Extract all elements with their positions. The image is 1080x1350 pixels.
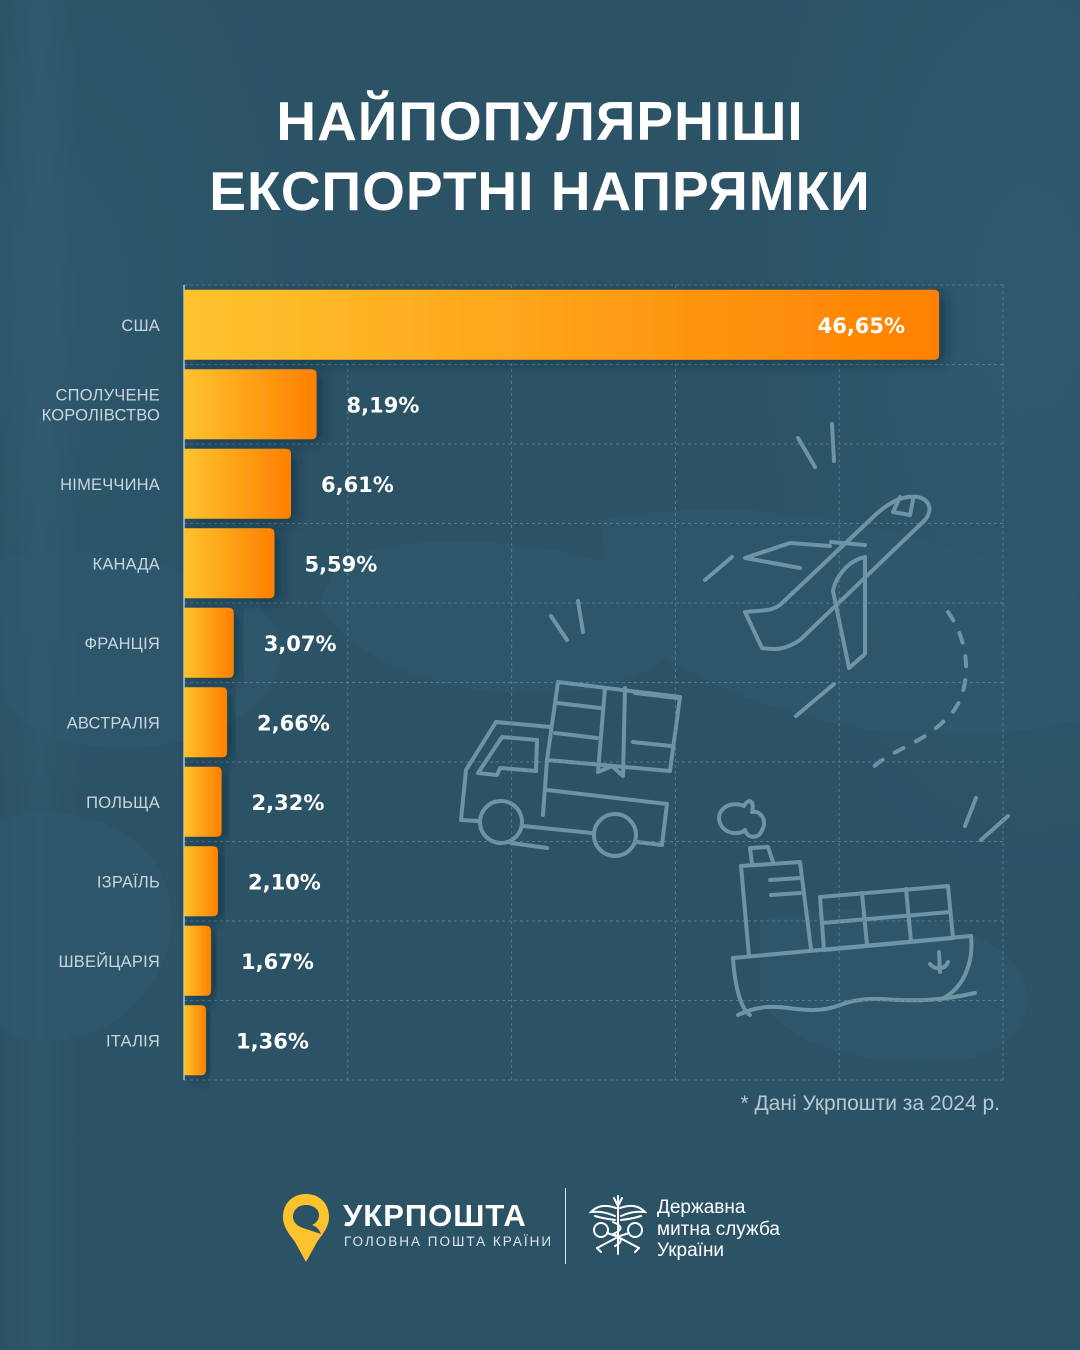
ukrposhta-brand-name: УКРПОШТА — [343, 1198, 527, 1233]
value-label: 3,07% — [264, 632, 337, 656]
chart-bars — [184, 289, 940, 1076]
value-label: 1,36% — [236, 1029, 309, 1053]
category-label: ІТАЛІЯ — [106, 1032, 160, 1050]
customs-name-line-2: митна служба — [657, 1218, 780, 1240]
title-line-2: ЕКСПОРТНІ НАПРЯМКИ — [209, 160, 871, 222]
page-title: НАЙПОПУЛЯРНІШІ ЕКСПОРТНІ НАПРЯМКИ — [0, 86, 1080, 226]
bar-chart: США СПОЛУЧЕНЕ КОРОЛІВСТВО НІМЕЧЧИНА КАНАДА ФР… — [42, 284, 1010, 1081]
customs-name-line-3: України — [657, 1240, 725, 1261]
bar — [184, 369, 317, 440]
value-label: 2,32% — [252, 791, 325, 815]
title-line-1: НАЙПОПУЛЯРНІШІ — [276, 90, 804, 152]
value-label: 2,10% — [248, 870, 321, 894]
delivery-truck-icon — [459, 599, 682, 858]
dashed-route-icon — [868, 610, 968, 772]
bar — [184, 607, 234, 678]
bar — [184, 1005, 207, 1076]
bar — [184, 289, 940, 360]
category-label: ФРАНЦІЯ — [85, 635, 160, 653]
category-label: СПОЛУЧЕНЕ — [56, 386, 160, 404]
bar — [184, 766, 222, 837]
value-labels: 46,65% 8,19% 6,61% 5,59% 3,07% 2,66% 2,32% 2,10… — [236, 314, 905, 1054]
category-label: НІМЕЧЧИНА — [60, 476, 160, 494]
category-label: ПОЛЬЩА — [86, 794, 160, 812]
category-label: КАНАДА — [93, 555, 160, 573]
category-label: ІЗРАЇЛЬ — [97, 873, 160, 891]
footer-logos: УКРПОШТА ГОЛОВНА ПОШТА КРАЇНИ Державна м… — [0, 1180, 1080, 1270]
customs-service-name: Державна митна служба України — [657, 1197, 780, 1262]
ukrposhta-tagline: ГОЛОВНА ПОШТА КРАЇНИ — [344, 1234, 554, 1249]
bar — [184, 528, 275, 599]
category-label: ШВЕЙЦАРІЯ — [58, 952, 160, 971]
bar — [184, 687, 228, 758]
cargo-ship-icon — [717, 796, 1010, 1017]
bar — [184, 846, 218, 917]
value-label: 1,67% — [241, 950, 314, 974]
category-label: КОРОЛІВСТВО — [42, 406, 160, 424]
bar — [184, 448, 291, 519]
logistics-illustrations — [459, 422, 1010, 1017]
value-label: 8,19% — [347, 393, 420, 417]
category-labels: США СПОЛУЧЕНЕ КОРОЛІВСТВО НІМЕЧЧИНА КАНАДА ФР… — [42, 317, 160, 1051]
footnote-source: * Дані Укрпошти за 2024 р. — [740, 1092, 1000, 1115]
value-label: 5,59% — [304, 552, 377, 576]
bar — [184, 925, 212, 996]
ukrposhta-pin-logo-icon — [283, 1194, 329, 1262]
value-label: 2,66% — [257, 711, 330, 735]
customs-name-line-1: Державна — [657, 1197, 746, 1218]
value-label: 6,61% — [321, 473, 394, 497]
logo-divider — [565, 1188, 566, 1264]
customs-emblem-icon — [589, 1195, 647, 1255]
category-label: США — [121, 317, 160, 335]
value-label: 46,65% — [818, 314, 905, 338]
airplane-icon — [703, 422, 932, 718]
category-label: АВСТРАЛІЯ — [67, 714, 160, 732]
